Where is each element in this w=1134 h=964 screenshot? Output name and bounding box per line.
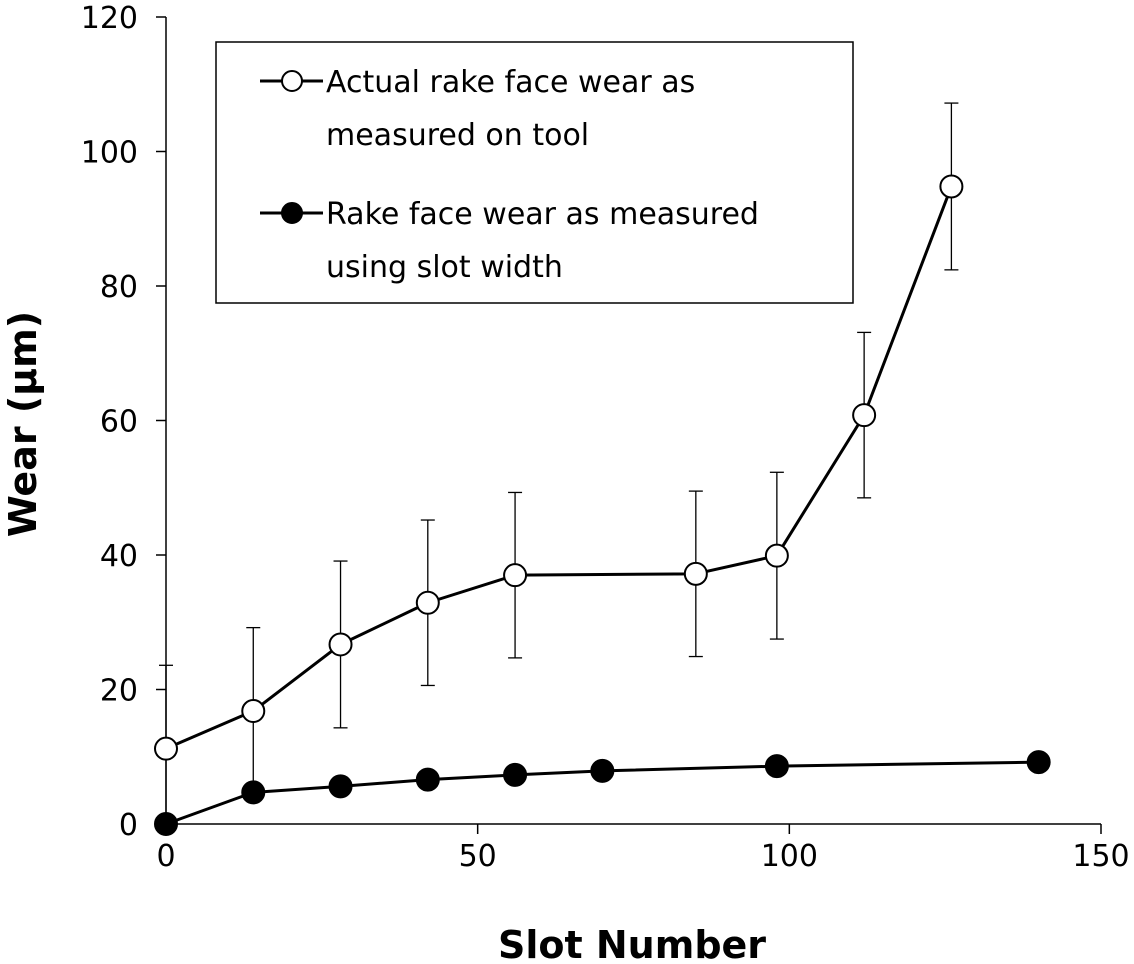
data-point-actual (328, 632, 353, 657)
markers (154, 174, 1051, 836)
y-tick-label: 0 (119, 808, 138, 843)
data-point-slot-width (590, 758, 615, 783)
x-tick-label: 0 (156, 839, 175, 874)
legend-label-actual-line1: Actual rake face wear as (326, 65, 695, 100)
data-point-actual (939, 174, 964, 199)
x-tick-label: 150 (1072, 839, 1129, 874)
tick-labels: 0 20 40 60 80 100 120 0 50 100 150 (81, 1, 1130, 874)
y-tick-label: 80 (100, 270, 138, 305)
x-axis-title: Slot Number (498, 923, 766, 964)
legend-box (215, 41, 854, 304)
y-axis-title: Wear (µm) (1, 311, 45, 537)
legend-label-slot-width-line1: Rake face wear as measured (326, 197, 759, 232)
data-point-slot-width (764, 754, 789, 779)
legend-label-slot-width-line2: using slot width (326, 250, 563, 285)
legend-marker-actual-open-circle (281, 70, 303, 92)
legend: Actual rake face wear as measured on too… (215, 41, 854, 304)
y-tick-label: 60 (100, 405, 138, 440)
x-tick-label: 50 (459, 839, 497, 874)
data-point-slot-width (154, 812, 178, 836)
y-tick-label: 120 (81, 1, 138, 36)
data-point-actual (852, 403, 877, 428)
legend-marker-slot-width-filled-circle (281, 202, 303, 224)
y-tick-label: 100 (81, 136, 138, 171)
data-point-slot-width (241, 780, 266, 805)
data-point-actual (415, 590, 440, 615)
x-tick-label: 100 (761, 839, 818, 874)
y-tick-label: 20 (100, 674, 138, 709)
data-point-slot-width (503, 762, 528, 787)
data-point-slot-width (415, 767, 440, 792)
data-point-actual (154, 736, 178, 761)
legend-label-actual-line2: measured on tool (326, 118, 589, 153)
data-point-actual (764, 543, 789, 568)
data-point-slot-width (328, 774, 353, 799)
data-point-actual (503, 563, 528, 588)
series-line-slot-width (165, 760, 1039, 826)
data-point-slot-width (1026, 750, 1051, 775)
data-point-actual (241, 699, 266, 724)
data-point-actual (683, 561, 708, 586)
y-tick-label: 40 (100, 539, 138, 574)
